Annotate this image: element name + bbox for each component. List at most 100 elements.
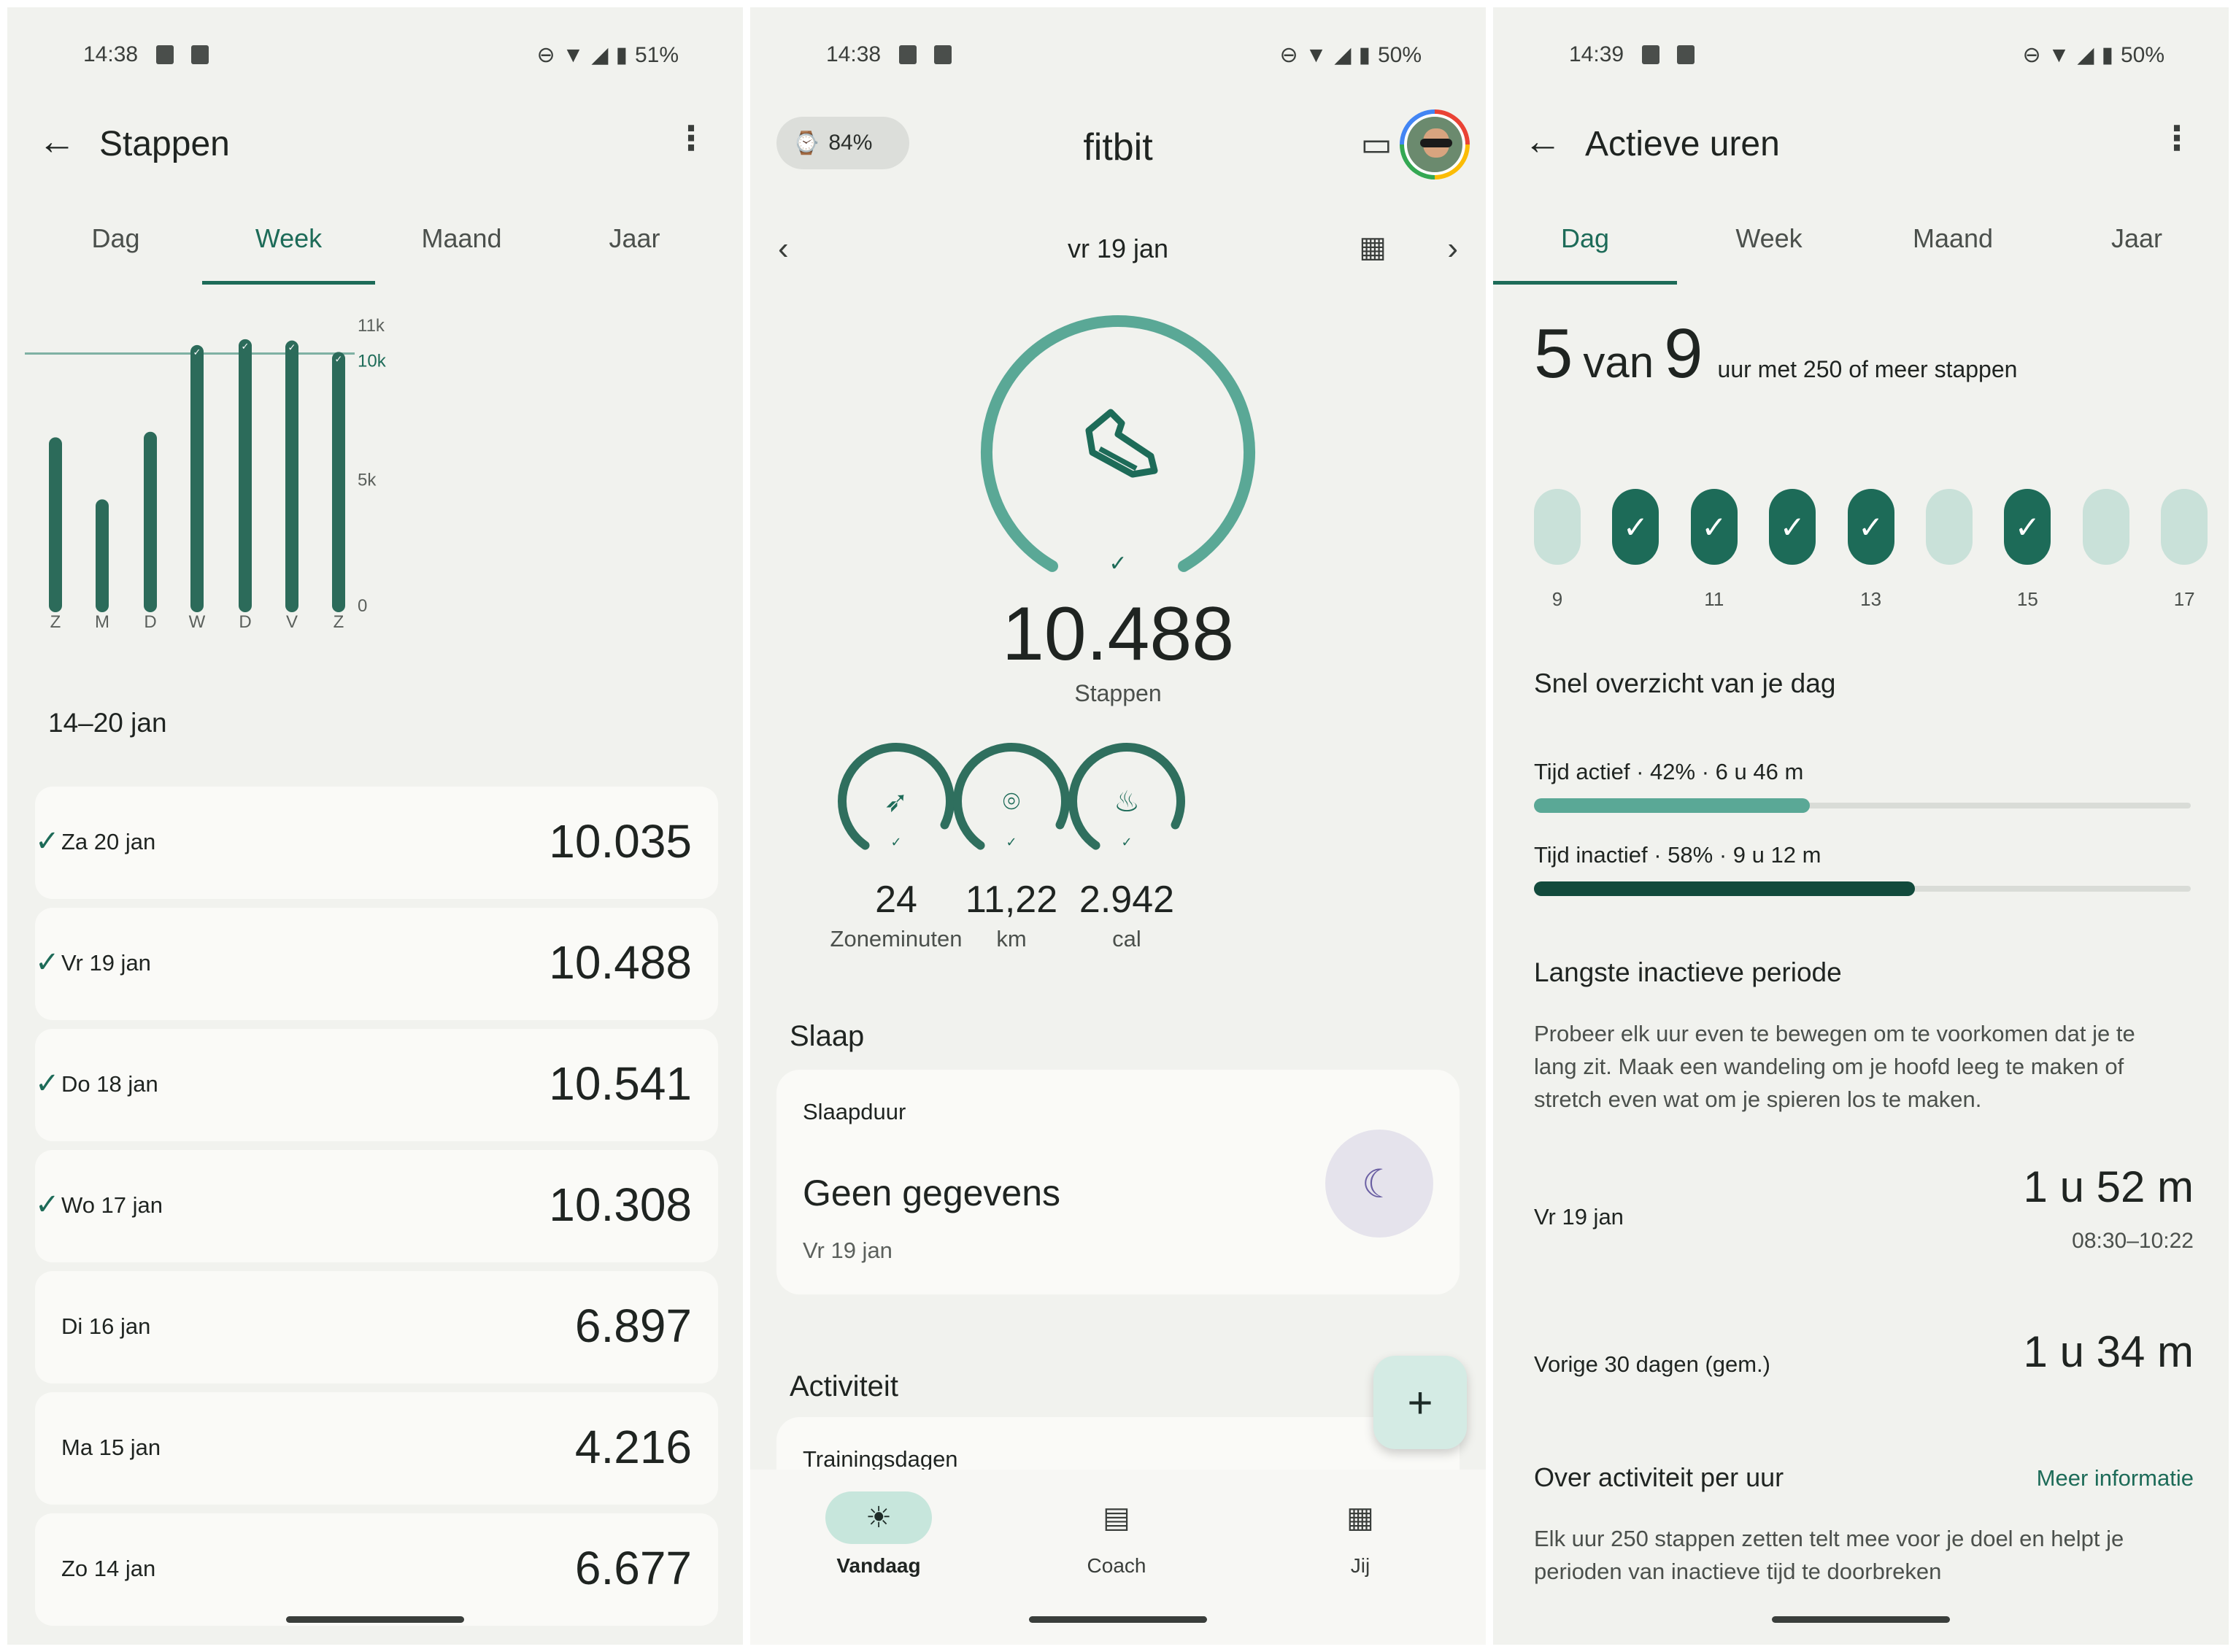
list-item[interactable]: Di 16 jan 6.897 xyxy=(35,1271,718,1383)
list-item[interactable]: Vr 19 jan ✓ 10.488 xyxy=(35,908,718,1020)
list-item[interactable]: Ma 15 jan 4.216 xyxy=(35,1392,718,1505)
goal-check-icon: ✓ xyxy=(35,825,60,857)
tab-day[interactable]: Dag xyxy=(91,223,140,253)
active-time-bar xyxy=(1534,798,1810,813)
entry-date: Zo 14 jan xyxy=(61,1556,156,1581)
active-hours-summary: 5 van 9 uur met 250 of meer stappen xyxy=(1534,314,2017,394)
status-right: ⊖ ▼ ◢ ▮ 50% xyxy=(2023,42,2164,68)
steps-progress-ring[interactable]: ✓ xyxy=(972,314,1264,584)
hour-15-pill[interactable]: ✓ xyxy=(2004,489,2051,565)
goal-check-icon: ✓ xyxy=(890,835,901,849)
calendar-icon[interactable]: ▦ xyxy=(1359,231,1387,263)
metric-ring: ⌾✓ xyxy=(953,743,1070,850)
metric-value: 11,22 xyxy=(965,879,1058,921)
notification-icon xyxy=(934,45,952,64)
hour-11-pill[interactable]: ✓ xyxy=(1690,489,1738,565)
goal-check-icon xyxy=(239,339,252,352)
metric-0[interactable]: ➶ ✓ 24 Zoneminuten xyxy=(823,737,969,952)
tab-year[interactable]: Jaar xyxy=(2110,223,2163,253)
avatar[interactable] xyxy=(1400,109,1470,180)
entry-steps: 10.488 xyxy=(549,936,692,989)
y-tick-label: 0 xyxy=(358,596,367,616)
chevron-right-icon[interactable]: › xyxy=(1447,231,1458,266)
tab-month[interactable]: Maand xyxy=(421,223,502,253)
x-tick-label: M xyxy=(95,612,109,632)
more-options-icon[interactable]: ⋮ xyxy=(2160,119,2194,157)
back-arrow-icon[interactable]: ← xyxy=(1524,120,1562,163)
hour-17-pill[interactable] xyxy=(2161,489,2208,565)
grid-icon: ▦ xyxy=(1346,1502,1374,1534)
entry-steps: 6.677 xyxy=(574,1542,692,1594)
entry-steps: 4.216 xyxy=(574,1421,692,1473)
bottom-navigation: ☀ Vandaag ▤ Coach ▦ Jij xyxy=(750,1470,1486,1645)
active-hours-screen: 14:39 ⊖ ▼ ◢ ▮ 50% ← Actieve uren ⋮ Dag W… xyxy=(1493,7,2229,1645)
wifi-icon: ▼ xyxy=(2048,42,2070,67)
check-icon: ✓ xyxy=(1857,509,1884,544)
inactive-time-label: Tijd inactief · 58% · 9 u 12 m xyxy=(1534,842,1821,868)
check-icon: ✓ xyxy=(1622,509,1649,544)
home-indicator[interactable] xyxy=(1772,1616,1950,1623)
nav-you[interactable]: ▦ Jij xyxy=(1280,1491,1441,1578)
more-info-link[interactable]: Meer informatie xyxy=(2036,1465,2194,1491)
about-hourly-text: Elk uur 250 stappen zetten telt mee voor… xyxy=(1534,1526,2124,1584)
add-button[interactable]: + xyxy=(1373,1356,1467,1449)
status-right: ⊖ ▼ ◢ ▮ 50% xyxy=(1280,42,1422,68)
device-battery-chip[interactable]: ⌚ 84% xyxy=(776,117,909,169)
hour-14-pill[interactable] xyxy=(1926,489,1973,565)
metric-ring-arc xyxy=(838,743,955,850)
metric-label: km xyxy=(996,926,1027,952)
list-item[interactable]: Do 18 jan ✓ 10.541 xyxy=(35,1029,718,1141)
status-time: 14:38 xyxy=(83,42,139,66)
current-date: vr 19 jan xyxy=(1067,233,1169,263)
tab-month[interactable]: Maand xyxy=(1912,223,1994,253)
nav-label: Vandaag xyxy=(836,1554,921,1577)
goal-check-icon: ✓ xyxy=(35,946,60,979)
list-item[interactable]: Za 20 jan ✓ 10.035 xyxy=(35,787,718,899)
notification-icon xyxy=(1677,45,1695,64)
sleep-date: Vr 19 jan xyxy=(803,1238,893,1263)
list-item[interactable]: Zo 14 jan 6.677 xyxy=(35,1513,718,1626)
goal-check-icon: ✓ xyxy=(1006,835,1017,849)
nav-today[interactable]: ☀ Vandaag xyxy=(798,1491,959,1578)
about-hourly-title: Over activiteit per uur xyxy=(1534,1462,1784,1492)
hour-12-pill[interactable]: ✓ xyxy=(1769,489,1816,565)
status-right: ⊖ ▼ ◢ ▮ 51% xyxy=(537,42,679,68)
active-time-label: Tijd actief · 42% · 6 u 46 m xyxy=(1534,759,1804,784)
dnd-icon: ⊖ xyxy=(2022,43,2041,67)
moon-icon[interactable]: ☾ xyxy=(1325,1130,1433,1238)
nav-label: Coach xyxy=(1087,1554,1146,1577)
entry-date: Wo 17 jan xyxy=(61,1192,163,1218)
metric-value: 2.942 xyxy=(1079,879,1175,921)
home-indicator[interactable] xyxy=(286,1616,464,1623)
sunrise-icon: ☀ xyxy=(825,1491,932,1544)
chevron-left-icon[interactable]: ‹ xyxy=(778,231,789,266)
metric-ring: ♨✓ xyxy=(1068,743,1185,850)
sleep-card[interactable]: Slaapduur Geen gegevens Vr 19 jan ☾ xyxy=(776,1070,1460,1294)
longest-inactive-title: Langste inactieve periode xyxy=(1534,957,1842,987)
page-title: Actieve uren xyxy=(1585,125,1780,163)
tab-week[interactable]: Week xyxy=(1735,223,1803,253)
x-tick-label: Z xyxy=(50,612,61,632)
hour-10-pill[interactable]: ✓ xyxy=(1612,489,1659,565)
notification-icon xyxy=(899,45,917,64)
watch-battery-icon: ⌚ xyxy=(793,131,820,155)
metric-2[interactable]: ♨ ✓ 2.942 cal xyxy=(1054,737,1200,952)
summary-suffix: uur met 250 of meer stappen xyxy=(1717,356,2018,382)
goal-check-mark: ✓ xyxy=(193,347,201,358)
tab-day[interactable]: Dag xyxy=(1493,204,1677,285)
home-indicator[interactable] xyxy=(1029,1616,1207,1623)
tab-year[interactable]: Jaar xyxy=(609,223,660,253)
hour-9-pill[interactable] xyxy=(1534,489,1581,565)
nav-coach[interactable]: ▤ Coach xyxy=(1036,1491,1197,1578)
tab-week[interactable]: Week xyxy=(202,204,375,285)
entry-date: Do 18 jan xyxy=(61,1071,158,1097)
back-arrow-icon[interactable]: ← xyxy=(38,120,76,163)
metric-1[interactable]: ⌾ ✓ 11,22 km xyxy=(938,737,1084,952)
list-item[interactable]: Wo 17 jan ✓ 10.308 xyxy=(35,1150,718,1262)
chat-icon[interactable]: ▭ xyxy=(1360,125,1392,163)
entry-steps: 6.897 xyxy=(574,1300,692,1352)
hour-16-pill[interactable] xyxy=(2082,489,2129,565)
ring-track xyxy=(981,315,1255,572)
more-options-icon[interactable]: ⋮ xyxy=(674,119,708,157)
hour-13-pill[interactable]: ✓ xyxy=(1847,489,1894,565)
